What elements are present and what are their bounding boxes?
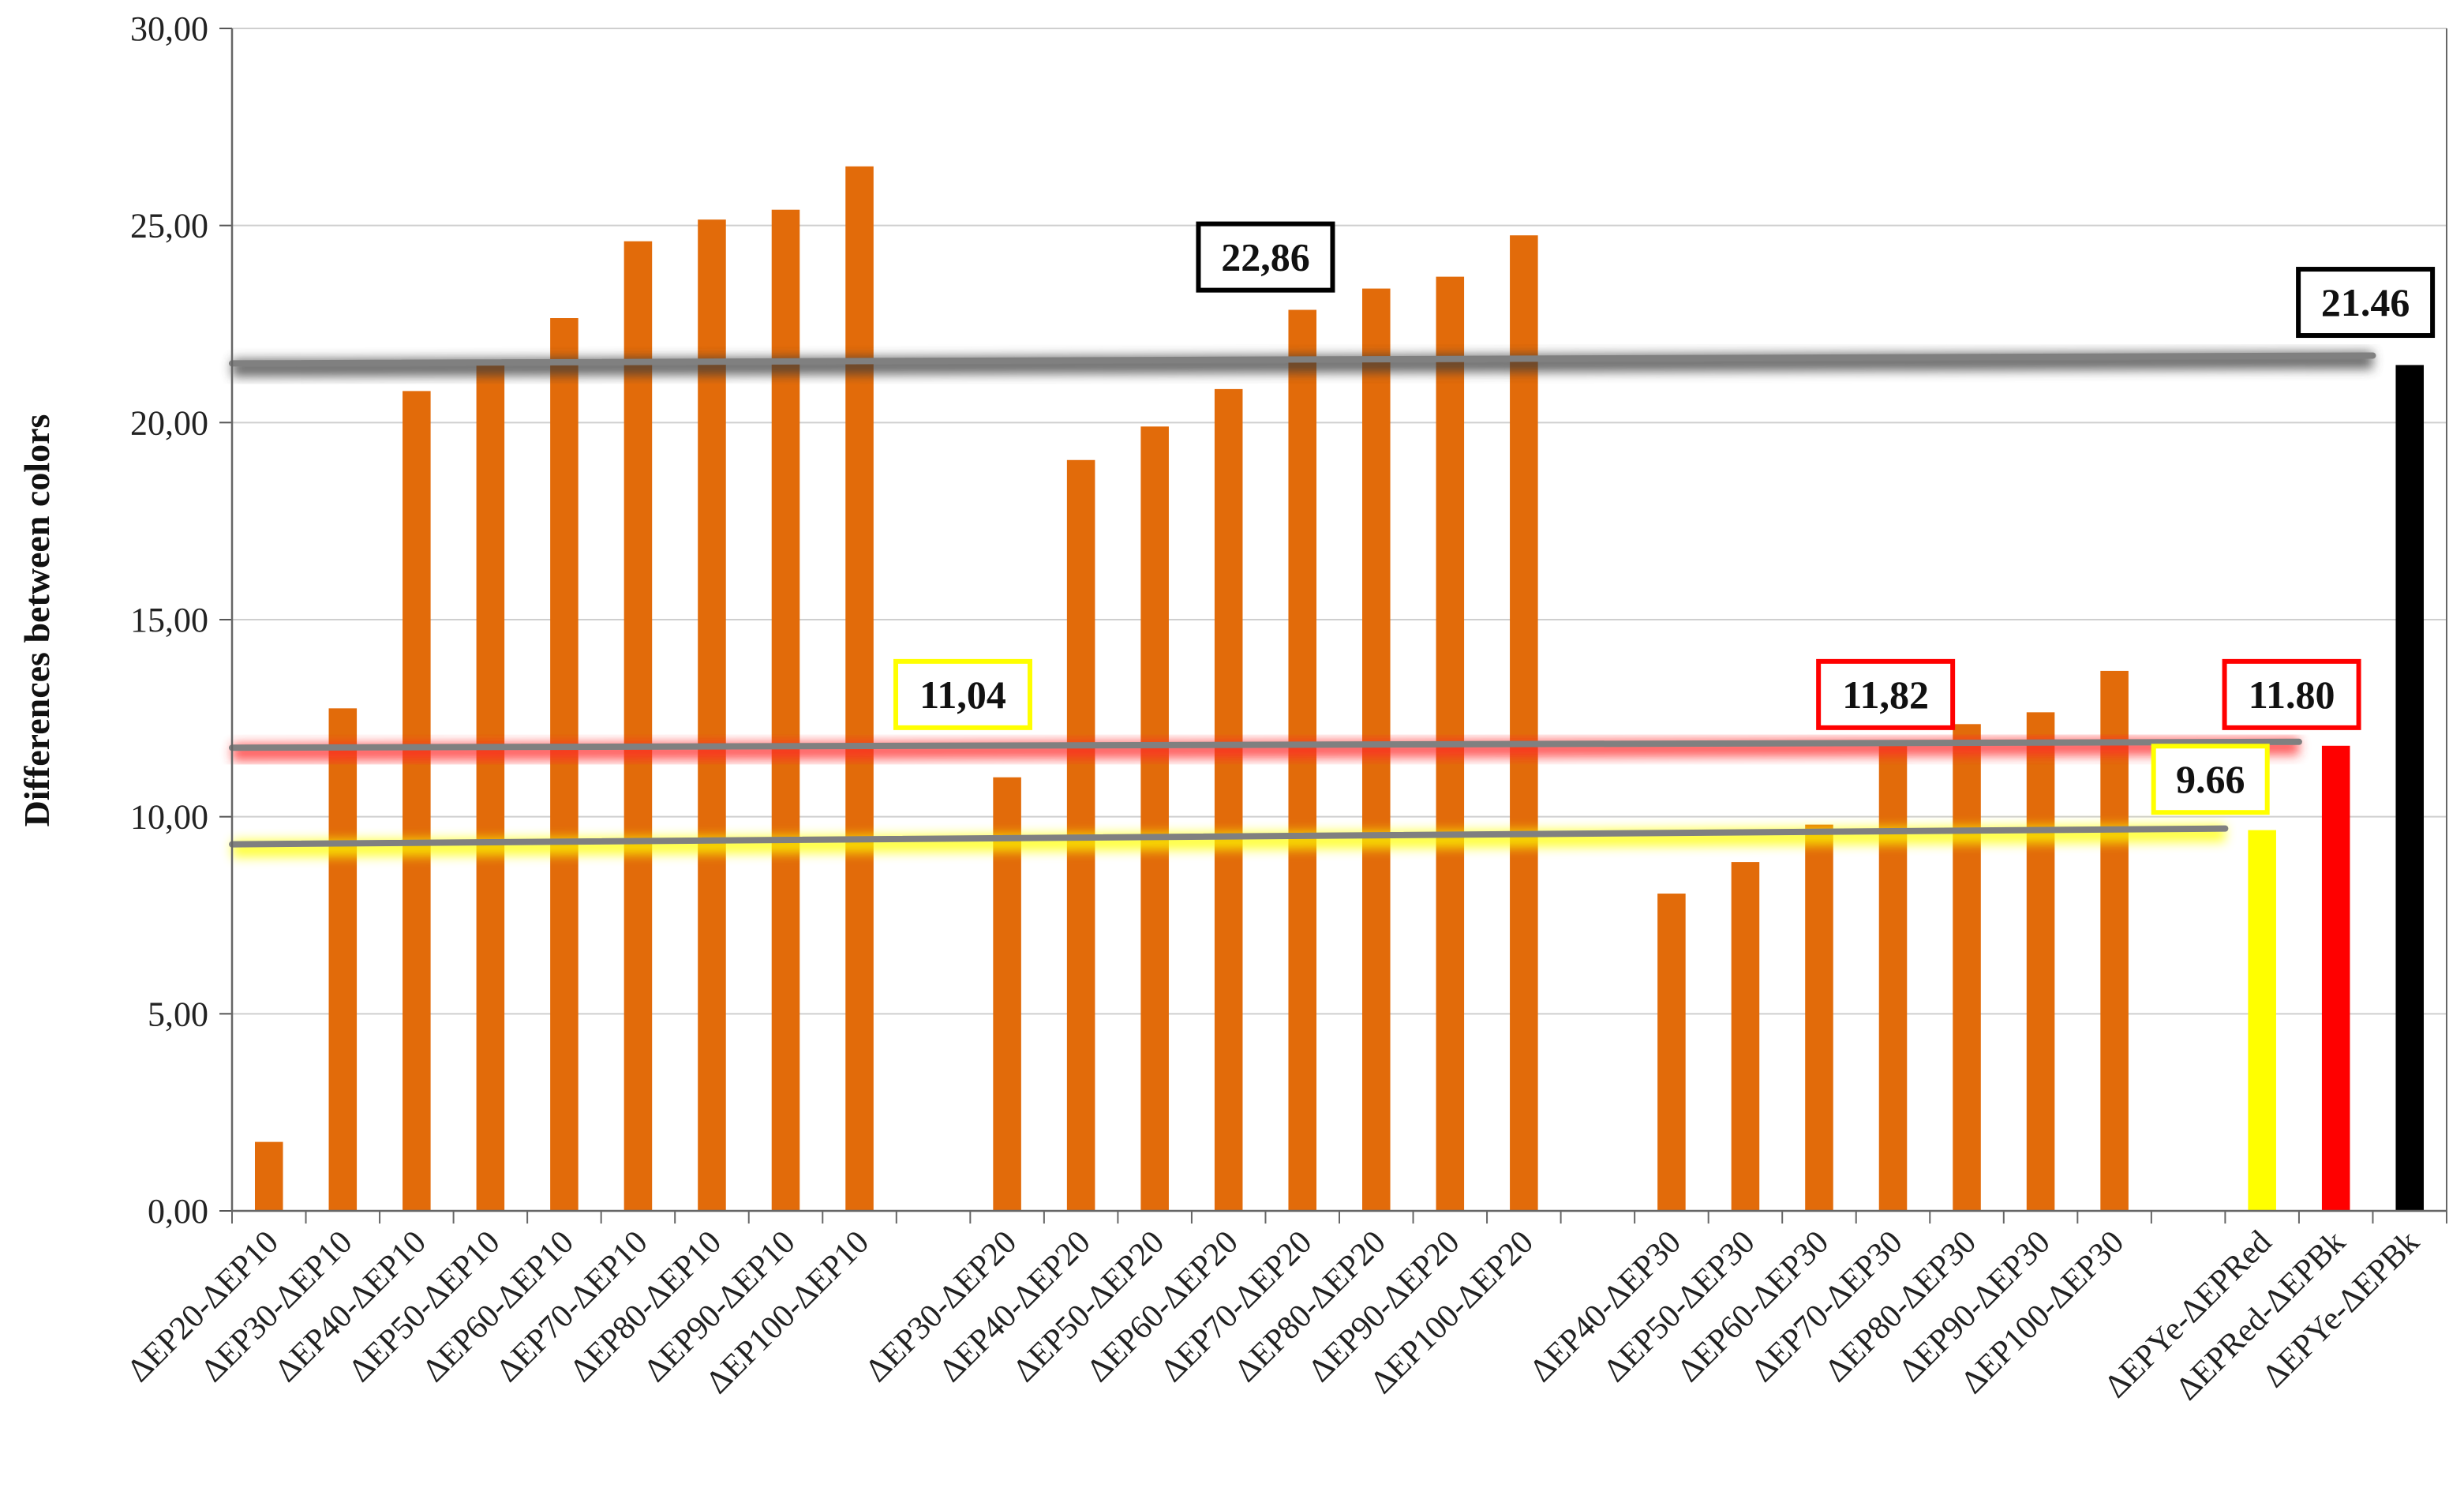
svg-text:11,82: 11,82: [1842, 673, 1929, 717]
svg-text:21.46: 21.46: [2321, 280, 2410, 324]
y-tick-label: 30,00: [130, 9, 208, 48]
annotation-22-86: 22,86: [1196, 221, 1335, 293]
y-tick-label: 5,00: [148, 995, 208, 1033]
bar: [1878, 744, 1908, 1211]
yellow-average-line: [229, 824, 2229, 858]
svg-text:11.80: 11.80: [2249, 673, 2335, 717]
bar: [254, 1141, 283, 1211]
bar: [2248, 830, 2276, 1211]
red-average-line: [229, 737, 2302, 762]
bar: [328, 708, 358, 1211]
bar: [2100, 670, 2129, 1211]
annotation-11-82: 11,82: [1816, 658, 1956, 730]
y-axis-label: Differences between colors: [17, 414, 57, 827]
bars: [254, 166, 2425, 1212]
annotations: 22,86 21.46 11,04 11,82 11.809.66: [893, 221, 2436, 815]
bar: [2321, 745, 2350, 1211]
y-tick-labels: 0,00 5,00 10,00 15,00 20,00 25,00 30,00: [130, 9, 208, 1231]
gridlines: [219, 28, 2447, 1212]
y-tick-label: 15,00: [130, 601, 208, 639]
y-tick-label: 10,00: [130, 798, 208, 837]
bar: [1214, 388, 1243, 1211]
bar: [1805, 824, 1833, 1211]
bar: [476, 361, 505, 1212]
annotation-9-66: 9.66: [2151, 744, 2270, 815]
bar: [845, 166, 874, 1212]
bar: [1510, 235, 1538, 1211]
svg-text:9.66: 9.66: [2176, 757, 2245, 801]
y-tick-label: 25,00: [130, 207, 208, 245]
annotation-11-04: 11,04: [893, 658, 1032, 730]
bar: [623, 241, 653, 1211]
x-tick-labels: ΔEP20-ΔEP10ΔEP30-ΔEP10ΔEP40-ΔEP10ΔEP50-Δ…: [121, 1224, 2427, 1407]
y-tick-label: 20,00: [130, 403, 208, 442]
axes: [230, 28, 2447, 1224]
black-average-line: [229, 351, 2376, 377]
bar: [1953, 724, 1981, 1211]
bar: [698, 219, 726, 1212]
bar: [1657, 894, 1686, 1211]
bar: [1140, 426, 1169, 1211]
bar: [771, 209, 800, 1211]
annotation-21-46: 21.46: [2296, 267, 2436, 339]
svg-text:22,86: 22,86: [1221, 235, 1310, 279]
bar: [2026, 712, 2055, 1211]
bar: [403, 391, 431, 1211]
reference-lines: [229, 351, 2376, 858]
svg-text:11,04: 11,04: [919, 673, 1006, 717]
bar: [2395, 365, 2425, 1211]
bar: [550, 318, 579, 1211]
annotation-11-80: 11.80: [2222, 658, 2361, 730]
bar: [1731, 862, 1760, 1211]
y-tick-label: 0,00: [148, 1192, 208, 1231]
bar: [1288, 309, 1317, 1212]
